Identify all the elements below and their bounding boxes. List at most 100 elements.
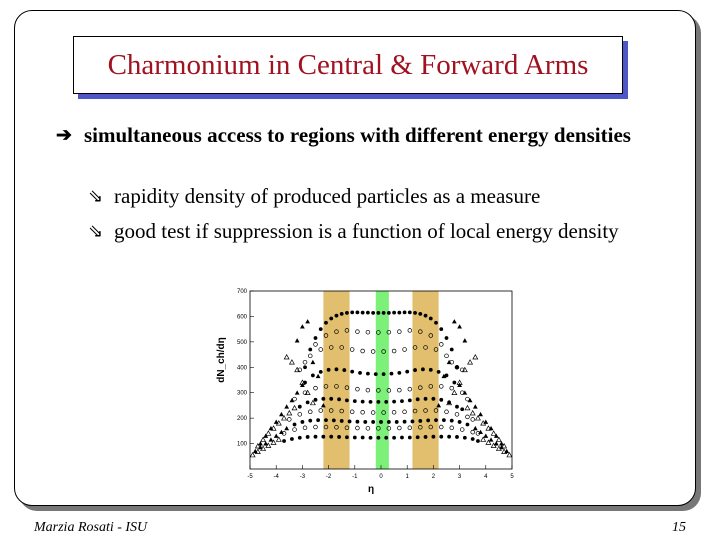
data-point xyxy=(478,429,483,435)
x-tick-label: 3 xyxy=(458,474,462,480)
data-point xyxy=(397,310,402,315)
data-point xyxy=(291,404,298,411)
data-point xyxy=(313,424,318,430)
data-point xyxy=(334,367,339,372)
data-point xyxy=(254,442,261,449)
data-point xyxy=(451,319,457,324)
data-point xyxy=(405,369,410,374)
data-point xyxy=(413,310,417,315)
data-point xyxy=(360,410,365,415)
data-point xyxy=(485,439,492,445)
data-point xyxy=(465,396,470,402)
data-point xyxy=(360,348,365,354)
data-point xyxy=(423,435,428,439)
x-tick-label: 1 xyxy=(406,474,410,480)
data-point xyxy=(289,397,295,403)
x-tick-label: -2 xyxy=(326,474,332,480)
data-point xyxy=(495,445,502,451)
data-point xyxy=(313,336,318,340)
data-point xyxy=(392,310,396,315)
data-point xyxy=(426,418,431,423)
x-tick-label: -1 xyxy=(352,474,358,480)
data-point xyxy=(345,398,349,403)
data-point xyxy=(501,448,508,454)
data-point xyxy=(485,425,492,431)
data-point xyxy=(281,415,288,421)
data-point xyxy=(331,418,336,423)
data-point xyxy=(457,420,462,424)
data-point xyxy=(449,425,454,431)
data-point xyxy=(418,425,423,430)
data-point xyxy=(386,310,391,315)
data-point xyxy=(376,388,381,393)
data-point xyxy=(470,429,475,435)
data-point xyxy=(308,418,313,423)
data-point xyxy=(474,415,481,421)
data-point xyxy=(394,420,399,424)
y-tick-label: 600 xyxy=(237,314,248,320)
data-point xyxy=(352,435,357,440)
data-point xyxy=(376,310,381,315)
data-point xyxy=(347,419,352,424)
data-point xyxy=(273,433,279,438)
data-point xyxy=(334,313,339,318)
data-point xyxy=(381,372,386,377)
data-point xyxy=(305,319,311,324)
data-point xyxy=(454,412,460,417)
data-point xyxy=(320,403,326,408)
arrow-bullet-icon: ➔ xyxy=(56,125,72,146)
data-point xyxy=(478,411,483,417)
data-point xyxy=(287,417,292,422)
data-point xyxy=(418,385,423,390)
x-tick-label: -3 xyxy=(300,474,306,480)
data-point xyxy=(300,324,305,329)
data-point xyxy=(470,437,475,441)
data-point xyxy=(462,390,468,395)
data-point xyxy=(391,410,397,415)
data-point xyxy=(324,320,328,325)
data-point xyxy=(365,387,371,393)
data-point xyxy=(376,435,381,440)
data-point xyxy=(313,397,318,402)
data-point xyxy=(444,409,449,415)
data-point xyxy=(344,328,350,333)
data-point xyxy=(323,424,329,430)
data-point xyxy=(360,310,365,315)
data-point xyxy=(418,311,423,316)
y-tick-label: 700 xyxy=(237,289,248,295)
data-point xyxy=(321,396,326,401)
data-point xyxy=(428,316,433,321)
data-point xyxy=(310,359,316,365)
data-point xyxy=(355,329,360,334)
data-point xyxy=(428,384,434,389)
data-point xyxy=(418,329,423,334)
data-point xyxy=(318,327,323,332)
data-point xyxy=(279,411,284,417)
data-point xyxy=(444,336,449,340)
data-point xyxy=(355,310,360,315)
data-point xyxy=(376,399,381,404)
data-point xyxy=(446,359,452,365)
sub-bullet-text: rapidity density of produced particles a… xyxy=(114,184,541,208)
data-point xyxy=(355,419,360,424)
data-point xyxy=(402,347,407,352)
data-point xyxy=(360,435,365,440)
data-point xyxy=(286,409,293,416)
page-number: 15 xyxy=(672,520,686,535)
data-point xyxy=(370,349,376,354)
data-point xyxy=(449,385,454,391)
data-point xyxy=(249,451,256,458)
data-point xyxy=(254,448,261,454)
data-point xyxy=(373,372,378,377)
data-point xyxy=(483,433,489,438)
footer-author: Marzia Rosati - ISU xyxy=(34,520,148,535)
data-point xyxy=(412,408,418,414)
data-point xyxy=(350,310,355,315)
data-point xyxy=(308,347,313,352)
data-point xyxy=(418,419,423,423)
data-point xyxy=(350,369,355,374)
data-point xyxy=(397,425,402,431)
data-point xyxy=(460,407,465,412)
data-point xyxy=(384,435,389,440)
data-point xyxy=(472,404,478,409)
